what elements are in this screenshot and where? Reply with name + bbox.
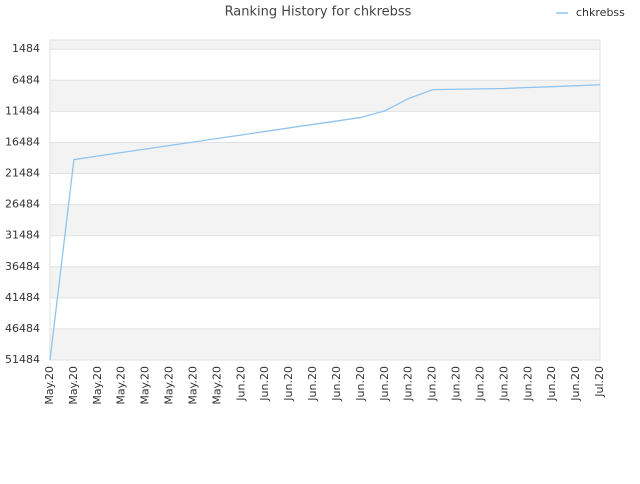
y-tick-label: 11484 [5, 104, 40, 117]
x-tick-label: Jun.20 [234, 366, 247, 402]
x-tick-label: Jun.20 [306, 366, 319, 402]
y-tick-label: 21484 [5, 167, 40, 180]
x-tick-label: May.20 [139, 366, 152, 405]
x-tick-label: Jun.20 [330, 366, 343, 402]
y-tick-label: 1484 [12, 42, 40, 55]
x-tick-label: May.20 [163, 366, 176, 405]
plot-frame [49, 39, 601, 361]
x-tick-label: May.20 [186, 366, 199, 405]
x-tick-label: Jun.20 [497, 366, 510, 402]
x-tick-label: Jun.20 [378, 366, 391, 402]
y-tick-label: 31484 [5, 229, 40, 242]
grid-band [50, 328, 600, 360]
grid-band [50, 142, 600, 174]
x-tick-label: Jun.20 [402, 366, 415, 402]
x-tick-label: Jun.20 [426, 366, 439, 402]
y-tick-label: 16484 [5, 135, 40, 148]
x-tick-label: May.20 [115, 366, 128, 405]
x-tick-label: Jun.20 [450, 366, 463, 402]
grid-band [50, 80, 600, 112]
y-tick-label: 41484 [5, 291, 40, 304]
chart-title: Ranking History for chkrebss [225, 5, 412, 20]
y-tick-label: 26484 [5, 198, 40, 211]
y-tick-label: 6484 [12, 73, 40, 86]
x-tick-label: Jun.20 [473, 366, 486, 402]
y-tick-label: 46484 [5, 322, 40, 335]
data-line [49, 84, 601, 361]
legend-label: chkrebss [576, 6, 625, 19]
x-tick-label: Jul.20 [593, 366, 606, 398]
x-tick-label: Jun.20 [545, 366, 558, 402]
x-tick-label: Jun.20 [354, 366, 367, 402]
x-tick-label: Jun.20 [282, 366, 295, 402]
x-tick-label: May.20 [91, 366, 104, 405]
x-tick-label: May.20 [43, 366, 56, 405]
y-tick-label: 51484 [5, 353, 40, 366]
x-tick-label: May.20 [67, 366, 80, 405]
grid-band [50, 266, 600, 298]
y-tick-label: 36484 [5, 260, 40, 273]
x-tick-label: Jun.20 [521, 366, 534, 402]
x-tick-label: May.20 [210, 366, 223, 405]
grid-band [50, 204, 600, 236]
x-tick-label: Jun.20 [569, 366, 582, 402]
grid-band [50, 40, 600, 50]
x-tick-label: Jun.20 [258, 366, 271, 402]
